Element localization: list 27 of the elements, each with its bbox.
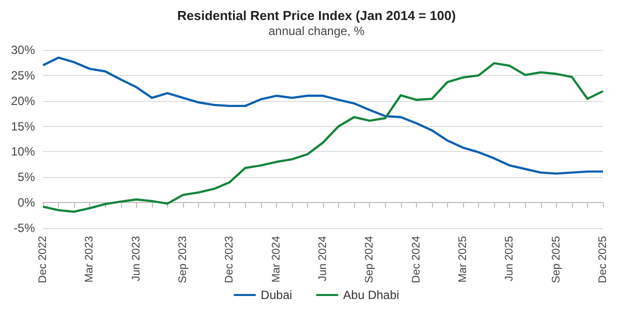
x-tick-label: Mar 2024 (270, 236, 282, 282)
line-series (42, 62, 604, 213)
y-tick-label: 10% (10, 144, 36, 159)
x-tick-label: Dec 2025 (597, 236, 609, 284)
y-tick-label: 15% (10, 119, 36, 134)
legend-label: Dubai (260, 288, 292, 302)
chart-title: Residential Rent Price Index (Jan 2014 = 100) (177, 8, 456, 23)
x-tick-label: Dec 2023 (224, 236, 236, 284)
x-tick-label: Sep 2025 (550, 236, 562, 284)
y-tick-label: 5% (18, 170, 36, 184)
y-tick-label: 25% (10, 68, 36, 82)
y-tick-label: 0% (18, 196, 36, 210)
x-tick-label: Sep 2023 (177, 236, 189, 284)
x-tick-label: Dec 2024 (410, 236, 422, 284)
x-tick-label: Mar 2023 (84, 236, 96, 282)
y-tick-label: 20% (10, 94, 36, 108)
line-series (42, 56, 604, 175)
y-tick-label: -5% (14, 221, 36, 235)
legend-label: Abu Dhabi (343, 288, 400, 302)
x-tick-label: Mar 2025 (457, 236, 469, 282)
y-tick-label: 30% (10, 43, 36, 57)
x-tick-label: Jun 2024 (317, 236, 329, 282)
x-tick-label: Jun 2025 (504, 236, 516, 282)
x-tick-label: Dec 2022 (37, 236, 49, 284)
chart-subtitle: annual change, % (268, 24, 365, 38)
x-tick-label: Jun 2023 (130, 236, 142, 282)
x-tick-label: Sep 2024 (364, 236, 376, 284)
